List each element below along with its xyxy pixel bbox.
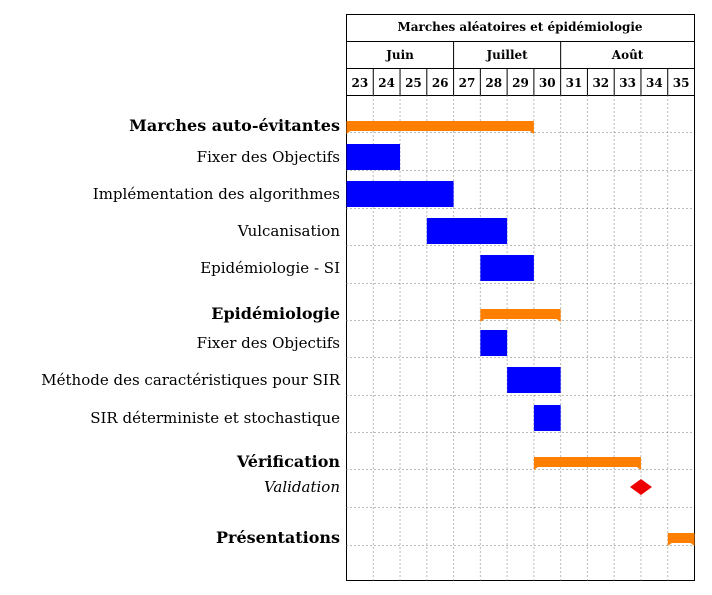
task-label: Vulcanisation [237, 222, 341, 240]
task-bar [533, 405, 561, 431]
week-label: 24 [378, 76, 395, 90]
week-label: 35 [673, 76, 690, 90]
week-header: 23 24 25 26 27 28 29 30 31 32 33 34 35 [352, 68, 690, 96]
week-label: 33 [619, 76, 636, 90]
group-label: Marches auto-évitantes [129, 116, 340, 135]
group-bar [480, 309, 561, 322]
week-label: 29 [512, 76, 529, 90]
week-label: 34 [646, 76, 663, 90]
group-bar [667, 533, 695, 546]
chart-frame [346, 14, 695, 581]
task-label: Implémentation des algorithmes [93, 185, 340, 203]
group-bar [346, 121, 534, 134]
week-label: 28 [485, 76, 502, 90]
month-label: Août [611, 48, 644, 62]
group-label: Présentations [216, 528, 340, 547]
month-label: Juillet [485, 48, 528, 62]
task-label: Méthode des caractéristiques pour SIR [41, 371, 340, 389]
week-label: 32 [592, 76, 609, 90]
week-label: 27 [459, 76, 476, 90]
milestone-label: Validation [264, 478, 340, 496]
group-label: Epidémiologie [211, 304, 340, 323]
task-label: Fixer des Objectifs [197, 148, 340, 166]
month-label: Juin [385, 48, 414, 62]
week-label: 23 [352, 76, 369, 90]
task-label: Fixer des Objectifs [197, 334, 340, 352]
row-labels: Marches auto-évitantes Fixer des Objectif… [41, 116, 340, 547]
week-label: 30 [539, 76, 556, 90]
group-bar [533, 457, 641, 470]
bars [346, 121, 695, 546]
month-header: Juin Juillet Août [385, 41, 644, 69]
chart-title: Marches aléatoires et épidémiologie [397, 20, 642, 34]
grid [346, 95, 695, 581]
group-label: Vérification [236, 452, 341, 471]
task-bar [480, 255, 534, 281]
task-bar [480, 330, 508, 356]
task-bar [507, 367, 561, 393]
week-label: 25 [405, 76, 422, 90]
task-bar [426, 218, 508, 244]
task-bar [346, 181, 454, 207]
task-label: SIR déterministe et stochastique [90, 409, 340, 427]
week-label: 31 [566, 76, 583, 90]
week-label: 26 [432, 76, 449, 90]
task-bar [346, 144, 401, 170]
task-label: Epidémiologie - SI [200, 259, 340, 277]
milestone-diamond [629, 479, 652, 495]
